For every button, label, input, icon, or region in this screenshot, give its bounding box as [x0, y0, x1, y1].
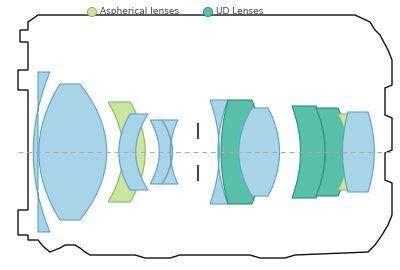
Text: UD Lenses: UD Lenses [216, 8, 263, 16]
Polygon shape [342, 112, 374, 192]
Polygon shape [338, 114, 352, 190]
Polygon shape [108, 102, 145, 202]
Polygon shape [221, 100, 261, 204]
Circle shape [204, 8, 212, 16]
Polygon shape [239, 108, 280, 196]
Polygon shape [150, 120, 172, 184]
Polygon shape [316, 108, 348, 196]
Polygon shape [210, 100, 228, 204]
Polygon shape [33, 72, 50, 232]
Polygon shape [292, 106, 325, 198]
Polygon shape [39, 84, 107, 220]
Circle shape [88, 8, 96, 16]
Polygon shape [162, 120, 178, 184]
Polygon shape [119, 114, 148, 190]
Text: Aspherical lenses: Aspherical lenses [100, 8, 179, 16]
